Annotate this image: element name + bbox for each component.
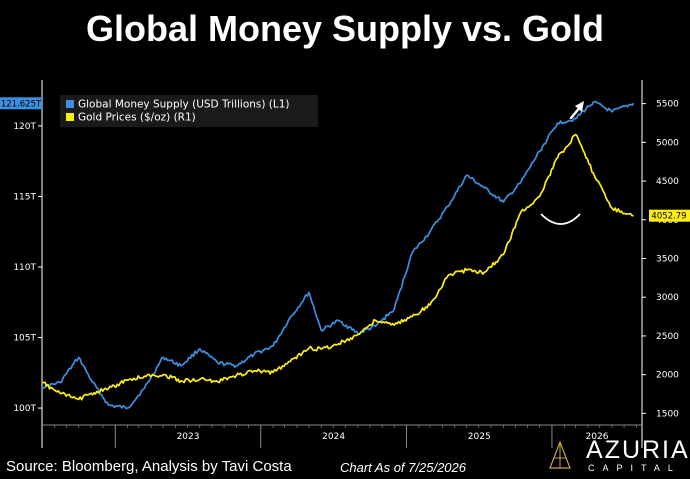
right-tick-label: 5500 bbox=[656, 100, 679, 110]
logo-sub: CAPITAL bbox=[588, 463, 681, 473]
x-tick-label: 2026 bbox=[586, 432, 609, 442]
right-tick-label: 2000 bbox=[656, 371, 679, 381]
gold-last-value: 4052.79 bbox=[651, 212, 686, 222]
legend-swatch-gold bbox=[66, 113, 74, 121]
gold-series-line bbox=[41, 133, 634, 401]
footer-source: Source: Bloomberg, Analysis by Tavi Cost… bbox=[6, 458, 292, 475]
money-supply-series-line bbox=[41, 100, 635, 410]
legend-label-gold: Gold Prices ($/oz) (R1) bbox=[78, 112, 196, 124]
legend-swatch-money-supply bbox=[66, 100, 74, 108]
footer-date: Chart As of 7/25/2026 bbox=[340, 460, 466, 475]
right-tick-label: 4500 bbox=[656, 177, 679, 187]
left-tick-label: 115T bbox=[13, 192, 36, 202]
x-tick-label: 2023 bbox=[177, 432, 200, 442]
right-tick-label: 3500 bbox=[656, 255, 679, 265]
left-tick-label: 100T bbox=[13, 404, 36, 414]
legend-label-money-supply: Global Money Supply (USD Trillions) (L1) bbox=[78, 99, 290, 111]
right-tick-label: 2500 bbox=[656, 332, 679, 342]
logo-mark-icon bbox=[549, 440, 571, 469]
up-arrow-head bbox=[575, 101, 584, 112]
chart-title: Global Money Supply vs. Gold bbox=[85, 8, 605, 49]
right-tick-label: 5000 bbox=[656, 138, 679, 148]
gold-last-value-box bbox=[649, 209, 690, 222]
legend-box bbox=[60, 95, 318, 127]
right-tick-label: 1500 bbox=[656, 409, 679, 419]
x-tick-label: 2025 bbox=[468, 432, 491, 442]
down-curve-annotation bbox=[540, 213, 581, 225]
logo-name: AZURIA bbox=[586, 436, 690, 464]
money-supply-last-value-box bbox=[0, 97, 42, 110]
left-tick-label: 120T bbox=[13, 122, 36, 132]
money-supply-last-value: 121.625T bbox=[1, 99, 42, 109]
right-tick-label: 3000 bbox=[656, 293, 679, 303]
x-tick-label: 2024 bbox=[322, 432, 345, 442]
left-tick-label: 105T bbox=[13, 334, 36, 344]
left-tick-label: 110T bbox=[13, 263, 36, 273]
